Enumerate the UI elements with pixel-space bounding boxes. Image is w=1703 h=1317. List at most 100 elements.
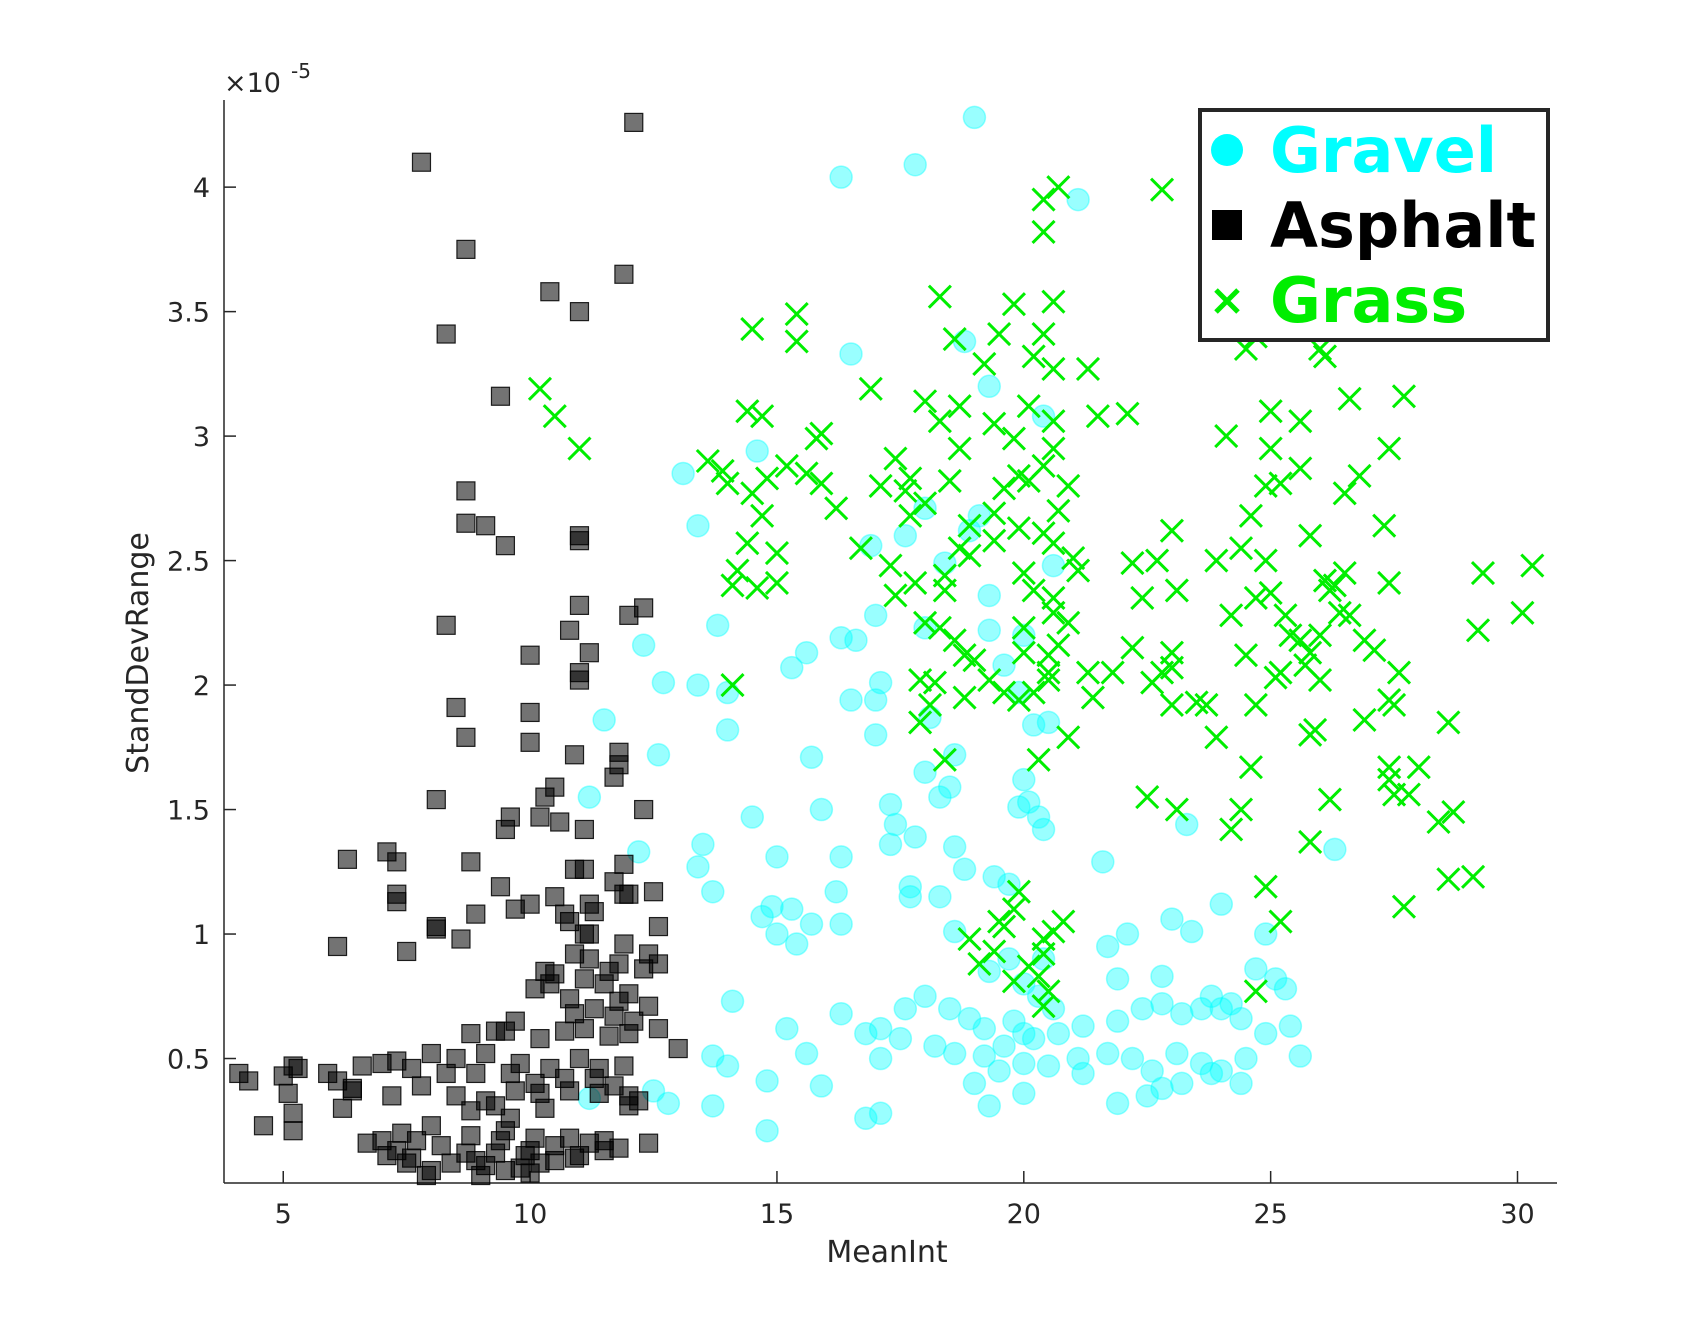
grass-point <box>1011 640 1036 665</box>
grass-point <box>1204 548 1229 573</box>
asphalt-point <box>525 979 545 999</box>
grass-point <box>1041 289 1066 314</box>
gravel-point <box>1229 1071 1253 1096</box>
grass-point <box>1036 668 1061 693</box>
grass-point <box>912 491 938 516</box>
gravel-point <box>868 1046 893 1071</box>
grass-point <box>720 673 745 698</box>
grass-point <box>912 389 938 414</box>
asphalt-point <box>377 1146 397 1166</box>
grass-point <box>957 513 982 538</box>
asphalt-point <box>411 152 432 172</box>
grass-point <box>1268 660 1293 685</box>
gravel-point <box>829 165 853 189</box>
grass-point <box>947 536 972 561</box>
grass-point <box>1021 680 1046 705</box>
grass-point <box>1204 725 1229 750</box>
gravel-point <box>701 879 725 904</box>
gravel-point <box>972 1044 997 1068</box>
grass-point <box>1258 399 1283 424</box>
grass-point <box>1159 692 1184 718</box>
asphalt-point <box>594 974 614 994</box>
gravel-point <box>863 688 888 712</box>
asphalt-point <box>436 324 456 344</box>
gravel-point <box>903 152 927 177</box>
grass-point <box>1041 600 1066 625</box>
grass-point <box>972 351 997 376</box>
gravel-point <box>701 1094 725 1118</box>
asphalt-point <box>446 1048 466 1069</box>
gravel-point <box>1041 553 1066 578</box>
grass-point <box>1268 909 1293 934</box>
gravel-point <box>1021 713 1046 737</box>
asphalt-point <box>540 282 560 302</box>
gravel-point <box>720 989 745 1014</box>
grass-point <box>1243 585 1268 610</box>
gravel-point <box>1253 922 1278 946</box>
asphalt-point <box>520 645 540 665</box>
asphalt-point <box>505 899 525 919</box>
grass-point <box>784 302 809 327</box>
asphalt-point <box>624 112 644 133</box>
y-tick-label: 1.5 <box>167 796 210 827</box>
grass-point <box>1031 219 1056 245</box>
grass-point <box>1372 513 1397 538</box>
gravel-point <box>755 1118 779 1143</box>
gravel-point <box>1066 1046 1090 1071</box>
grass-point <box>1253 548 1278 573</box>
gravel-point <box>942 835 967 859</box>
asphalt-point <box>520 1163 540 1183</box>
grass-point <box>1085 404 1110 429</box>
gravel-point <box>1071 1061 1095 1086</box>
grass-point <box>1159 518 1184 543</box>
grass-point <box>1436 867 1461 892</box>
y-tick-label: 2.5 <box>167 547 210 578</box>
asphalt-point <box>520 702 540 723</box>
gravel-point <box>829 1001 853 1026</box>
asphalt-point <box>490 877 511 897</box>
asphalt-point <box>490 386 511 406</box>
gravel-point <box>962 1071 987 1096</box>
grass-point <box>1036 979 1061 1004</box>
asphalt-point <box>564 1148 585 1168</box>
grass-point <box>982 939 1007 964</box>
gravel-point <box>780 655 804 680</box>
grass-point <box>927 284 952 309</box>
asphalt-point <box>569 595 590 616</box>
asphalt-point <box>574 924 595 944</box>
asphalt-point <box>579 643 599 663</box>
grass-point <box>893 478 918 503</box>
gravel-point <box>1021 1026 1046 1051</box>
gravel-point <box>705 613 730 638</box>
asphalt-point <box>446 697 466 718</box>
grass-point <box>745 575 770 601</box>
grass-point <box>1041 436 1066 461</box>
grass-point <box>1228 797 1254 822</box>
gravel-point <box>1179 919 1204 944</box>
series-gravel <box>577 105 1347 1143</box>
gravel-point <box>715 680 740 705</box>
asphalt-point <box>564 1004 585 1024</box>
grass-point <box>1026 964 1051 989</box>
asphalt-point <box>634 959 654 979</box>
asphalt-point <box>609 954 629 974</box>
asphalt-point <box>614 934 634 954</box>
asphalt-point <box>436 1063 456 1084</box>
gravel-point <box>1031 404 1056 428</box>
asphalt-point <box>500 1063 520 1084</box>
asphalt-point <box>569 1048 590 1069</box>
grass-point <box>1436 710 1461 735</box>
gravel-point <box>1026 984 1051 1009</box>
y-exponent-base: ×10 <box>224 68 281 99</box>
asphalt-point <box>515 1146 535 1166</box>
gravel-point <box>1016 790 1041 814</box>
gravel-point <box>1150 1076 1174 1101</box>
gravel-point <box>1036 710 1061 735</box>
asphalt-point <box>456 727 476 747</box>
gravel-point <box>1105 1091 1130 1116</box>
legend-item-grass: Grass <box>1214 264 1467 337</box>
grass-point <box>735 399 760 424</box>
asphalt-point <box>574 1019 595 1039</box>
grass-point <box>1115 401 1140 426</box>
